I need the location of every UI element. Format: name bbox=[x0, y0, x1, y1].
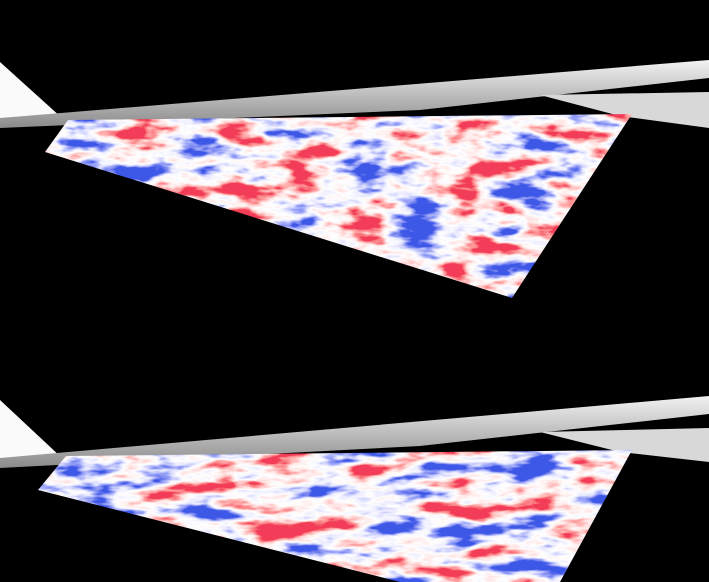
gray-surface bbox=[540, 92, 709, 128]
gray-surface bbox=[540, 428, 709, 462]
white-surface bbox=[0, 400, 62, 458]
white-surface bbox=[0, 62, 62, 118]
gray-surface bbox=[0, 60, 709, 128]
gray-surface bbox=[0, 396, 709, 468]
